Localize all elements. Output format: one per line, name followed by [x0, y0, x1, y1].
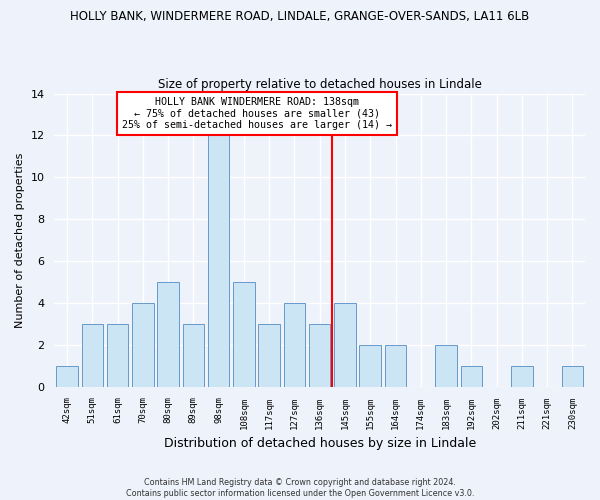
Bar: [334, 303, 356, 386]
Bar: [309, 324, 331, 386]
Bar: [182, 324, 204, 386]
Text: Contains HM Land Registry data © Crown copyright and database right 2024.
Contai: Contains HM Land Registry data © Crown c…: [126, 478, 474, 498]
Bar: [435, 345, 457, 387]
Bar: [284, 303, 305, 386]
Bar: [511, 366, 533, 386]
Bar: [233, 282, 254, 387]
Bar: [562, 366, 583, 386]
Bar: [132, 303, 154, 386]
Bar: [157, 282, 179, 387]
Bar: [259, 324, 280, 386]
Bar: [56, 366, 78, 386]
Bar: [82, 324, 103, 386]
Text: HOLLY BANK, WINDERMERE ROAD, LINDALE, GRANGE-OVER-SANDS, LA11 6LB: HOLLY BANK, WINDERMERE ROAD, LINDALE, GR…: [70, 10, 530, 23]
Bar: [385, 345, 406, 387]
Bar: [359, 345, 381, 387]
Bar: [208, 136, 229, 386]
Title: Size of property relative to detached houses in Lindale: Size of property relative to detached ho…: [158, 78, 482, 91]
Bar: [461, 366, 482, 386]
X-axis label: Distribution of detached houses by size in Lindale: Distribution of detached houses by size …: [164, 437, 476, 450]
Bar: [107, 324, 128, 386]
Text: HOLLY BANK WINDERMERE ROAD: 138sqm
← 75% of detached houses are smaller (43)
25%: HOLLY BANK WINDERMERE ROAD: 138sqm ← 75%…: [122, 96, 392, 130]
Y-axis label: Number of detached properties: Number of detached properties: [15, 152, 25, 328]
